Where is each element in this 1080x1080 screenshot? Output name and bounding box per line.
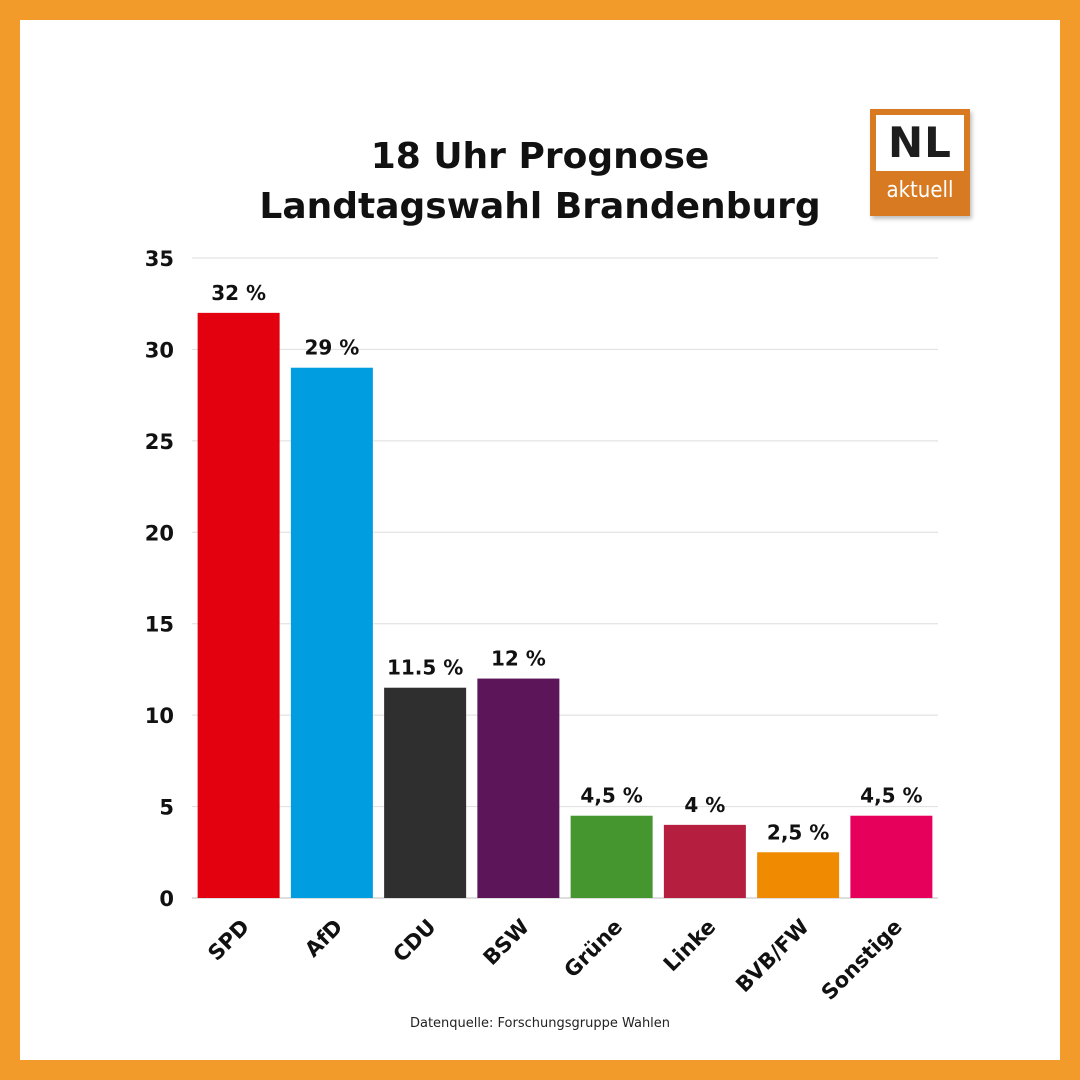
value-label: 4,5 %: [580, 784, 642, 808]
y-tick-label: 35: [145, 247, 174, 271]
bar-linke: [663, 824, 746, 898]
x-tick-label: SPD: [203, 915, 254, 966]
y-tick-label: 15: [145, 613, 174, 637]
x-tick-label: BVB/FW: [731, 915, 813, 997]
bar-chart: 0 5 10 15 20 25 30 35 32 % 29 % 11.5 % 12 % 4,5 % 4 …: [145, 247, 938, 1005]
value-label: 29 %: [304, 336, 359, 360]
value-label: 11.5 %: [387, 656, 463, 680]
bars: [197, 312, 933, 898]
value-label: 4 %: [684, 793, 725, 817]
value-label: 12 %: [491, 647, 546, 671]
value-label: 2,5 %: [767, 820, 829, 844]
bar-cdu: [384, 687, 467, 898]
bar-afd: [290, 367, 373, 898]
y-tick-label: 25: [145, 430, 174, 454]
value-labels: 32 % 29 % 11.5 % 12 % 4,5 % 4 % 2,5 % 4,5 %: [211, 281, 922, 844]
value-label: 4,5 %: [860, 784, 922, 808]
y-axis: 0 5 10 15 20 25 30 35: [145, 247, 174, 911]
x-tick-label: AfD: [300, 915, 347, 962]
value-label: 32 %: [211, 281, 266, 305]
y-tick-label: 10: [145, 704, 174, 728]
y-tick-label: 20: [145, 521, 174, 545]
x-tick-label: BSW: [479, 915, 534, 970]
chart-title-line-1: 18 Uhr Prognose: [370, 136, 710, 177]
source-note: Datenquelle: Forschungsgruppe Wahlen: [409, 1016, 671, 1031]
chart-card: 18 Uhr Prognose Landtagswahl Brandenburg…: [20, 20, 1060, 1060]
y-tick-label: 0: [159, 887, 174, 911]
x-axis: SPD AfD CDU BSW Grüne Linke BVB/FW Sonstige: [203, 915, 907, 1005]
x-tick-label: CDU: [388, 915, 440, 967]
x-tick-label: Linke: [659, 915, 721, 977]
bar-gr-ne: [570, 815, 653, 898]
logo-bottom-text: aktuell: [886, 178, 954, 203]
chart-title-line-2: Landtagswahl Brandenburg: [259, 186, 821, 227]
logo-top-text: NL: [876, 115, 964, 171]
x-tick-label: Sonstige: [817, 915, 907, 1005]
bar-bsw: [477, 678, 560, 898]
x-tick-label: Grüne: [559, 915, 627, 983]
bar-bvb-fw: [757, 852, 840, 898]
y-tick-label: 30: [145, 338, 174, 362]
bar-sonstige: [850, 815, 933, 898]
chart-title: 18 Uhr Prognose Landtagswahl Brandenburg: [20, 132, 1060, 232]
nl-aktuell-logo: NL aktuell: [870, 109, 970, 216]
y-tick-label: 5: [159, 796, 174, 820]
bar-spd: [197, 312, 280, 898]
